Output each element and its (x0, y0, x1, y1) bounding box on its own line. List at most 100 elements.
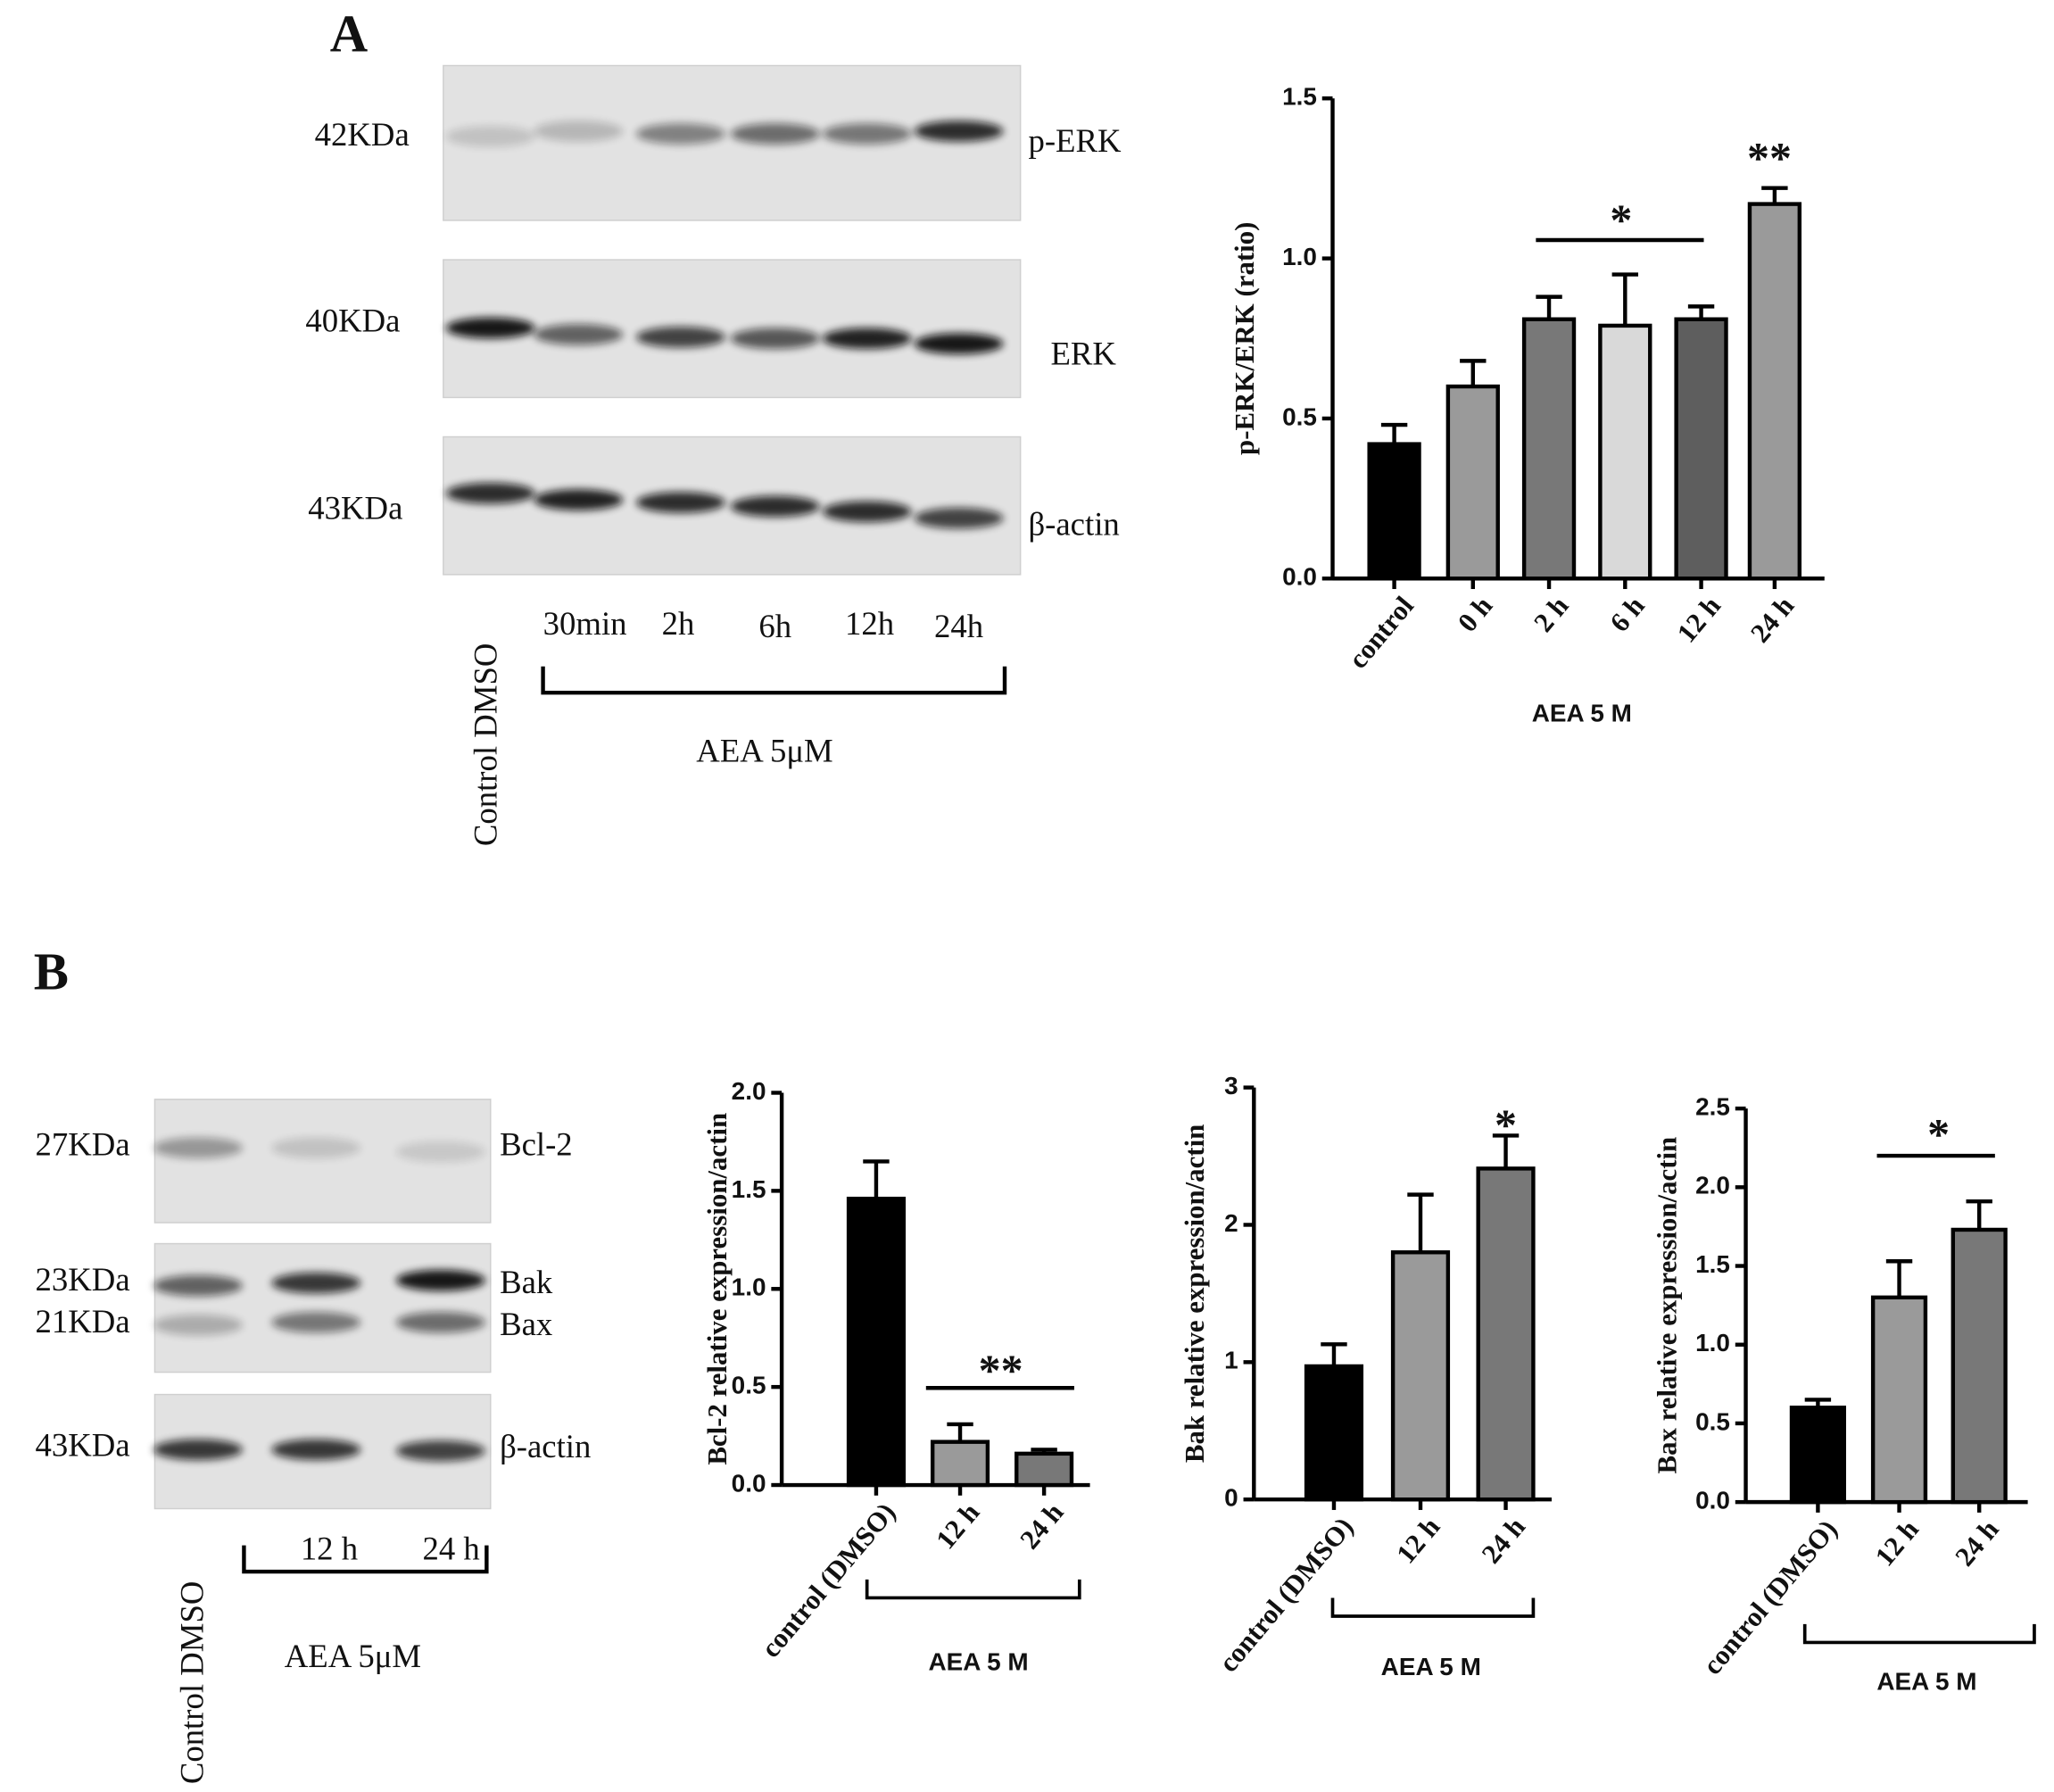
x-tick-label: 6 h (1604, 591, 1651, 638)
protein-label: β-actin (500, 1428, 591, 1464)
significance-marker: ** (979, 1345, 1023, 1395)
y-tick-label: 1 (1224, 1347, 1238, 1374)
x-axis-label: AEA 5 M (929, 1647, 1029, 1675)
bar (1015, 1451, 1074, 1488)
bar (1950, 1227, 2008, 1505)
bar (1390, 1250, 1451, 1502)
blot-band (730, 495, 820, 518)
lane-label: 12h (845, 605, 894, 642)
bar (1789, 1406, 1847, 1505)
lane-label: Control DMSO (173, 1581, 210, 1785)
treatment-bracket (1802, 1623, 2036, 1645)
blot-band (271, 1137, 361, 1158)
blot-band (271, 1439, 361, 1461)
bar (1445, 384, 1500, 581)
blot-band (153, 1274, 243, 1297)
panel-label: B (34, 943, 69, 1001)
x-tick-label: 24 h (1744, 591, 1800, 649)
molecular-weight: 40KDa (305, 303, 400, 339)
blot-band (730, 123, 820, 145)
blot-band (271, 1272, 361, 1294)
protein-label: p-ERK (1028, 122, 1122, 159)
x-axis-label: AEA 5 M (1876, 1667, 1976, 1695)
blot-membrane (443, 64, 1022, 221)
x-tick-label: 2 h (1528, 591, 1575, 638)
y-tick-label: 0.5 (732, 1372, 766, 1399)
significance-marker: * (1495, 1099, 1517, 1149)
blot-band (153, 1439, 243, 1461)
blot-band (153, 1314, 243, 1336)
x-tick-label: control (DMSO) (1697, 1514, 1843, 1680)
x-tick-label: 12 h (1391, 1512, 1446, 1570)
blot-band (534, 120, 624, 142)
bar (1521, 317, 1577, 581)
y-axis-label: Bax relative expression/actin (1652, 1137, 1682, 1474)
bar (1870, 1295, 1928, 1505)
y-tick-label: 0 (1224, 1484, 1238, 1512)
protein-label: β-actin (1028, 505, 1119, 542)
y-tick-label: 2.0 (1695, 1172, 1730, 1199)
blot-band (730, 328, 820, 350)
blot-band (534, 489, 624, 510)
lane-label: Control DMSO (468, 643, 504, 847)
y-tick-label: 1.5 (1282, 83, 1317, 111)
x-tick-label: 12 h (931, 1497, 986, 1556)
molecular-weight: 42KDa (315, 116, 410, 153)
y-tick-label: 0.0 (732, 1469, 766, 1497)
lane-label: 30min (543, 605, 627, 642)
lane-label: 12 h (301, 1530, 358, 1566)
protein-label: ERK (1050, 335, 1116, 371)
bar (1304, 1364, 1364, 1502)
y-tick-label: 1.0 (1695, 1329, 1730, 1356)
x-tick-label: 12 h (1869, 1514, 1925, 1572)
y-tick-label: 3 (1224, 1072, 1238, 1099)
treatment-label: AEA 5μM (285, 1638, 421, 1674)
lane-label: 6h (758, 608, 791, 644)
y-tick-label: 0.5 (1695, 1407, 1730, 1435)
blot-band (914, 333, 1004, 354)
blots: 42KDa 40KDa 43KDa p-ERK ERK β-actin 30min 2h 6h 1… (36, 64, 1122, 1785)
protein-label: Bcl-2 (500, 1126, 573, 1163)
bar (1598, 323, 1652, 581)
treatment-bracket (1330, 1597, 1536, 1618)
blot-membrane (153, 1242, 492, 1373)
y-tick-label: 0.5 (1282, 402, 1317, 430)
x-tick-label: 24 h (1015, 1497, 1070, 1556)
blot-band (822, 328, 912, 350)
blot-band (635, 492, 725, 513)
y-tick-label: 1.0 (1282, 243, 1317, 270)
bar (1747, 202, 1802, 581)
bar (1476, 1166, 1536, 1502)
panel-label: A (330, 5, 369, 63)
blot-band (914, 507, 1004, 529)
bar (1674, 317, 1728, 581)
significance-marker: * (1927, 1108, 1950, 1158)
blot-band (635, 327, 725, 348)
blot-band (271, 1311, 361, 1333)
significance-marker: ** (1747, 133, 1792, 183)
y-axis-label: Bak relative expression/actin (1180, 1124, 1210, 1463)
blot-band (395, 1269, 485, 1291)
molecular-weight: 21KDa (36, 1303, 130, 1340)
y-tick-label: 1.5 (732, 1175, 766, 1203)
blot-band (445, 317, 535, 339)
x-tick-label: 12 h (1671, 591, 1727, 649)
blot-band (822, 501, 912, 523)
blot-band (395, 1440, 485, 1462)
x-tick-label: control (DMSO) (1213, 1512, 1359, 1678)
bar (930, 1439, 990, 1488)
y-tick-label: 2 (1224, 1209, 1238, 1237)
treatment-bracket (242, 1545, 489, 1574)
molecular-weight: 27KDa (36, 1126, 130, 1163)
y-axis-label: p-ERK/ERK (ratio) (1230, 222, 1260, 455)
blot-band (822, 123, 912, 145)
x-tick-label: control (DMSO) (755, 1497, 901, 1663)
significance-marker: * (1610, 195, 1632, 245)
y-tick-label: 0.0 (1695, 1487, 1730, 1514)
blot-band (914, 120, 1004, 142)
blot-band (445, 482, 535, 504)
x-tick-label: control (1343, 591, 1420, 675)
x-axis-label: AEA 5 M (1532, 700, 1632, 727)
y-tick-label: 2.0 (732, 1077, 766, 1105)
x-tick-label: 0 h (1452, 591, 1498, 638)
